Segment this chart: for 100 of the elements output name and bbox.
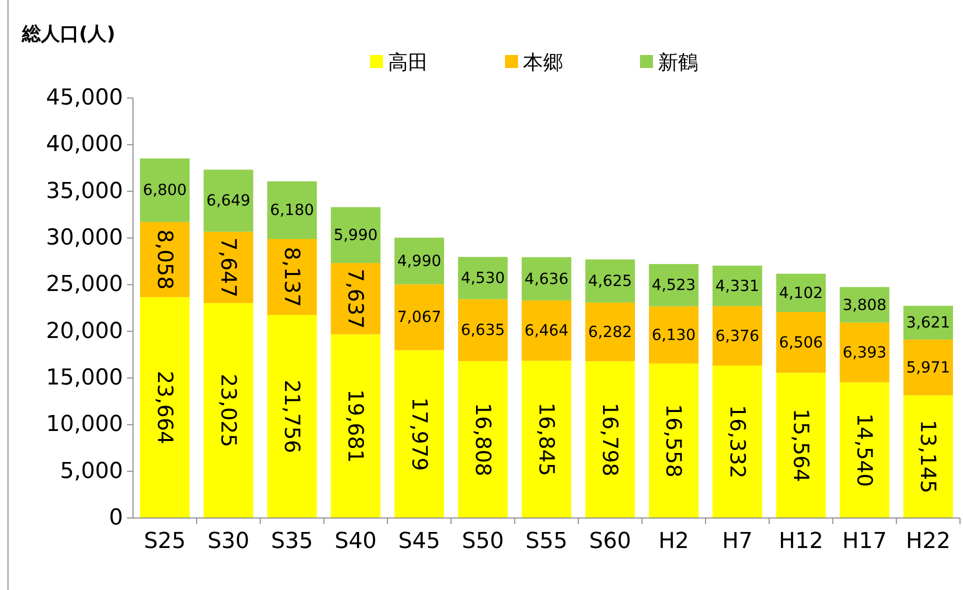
y-tick-label: 35,000 bbox=[46, 178, 123, 204]
bar bbox=[267, 181, 317, 239]
data-label: 23,025 bbox=[216, 374, 240, 448]
y-tick-label: 10,000 bbox=[46, 412, 123, 438]
y-tick-label: 15,000 bbox=[46, 366, 123, 390]
y-tick-label: 5,000 bbox=[60, 458, 123, 484]
legend-label: 本郷 bbox=[523, 50, 563, 74]
data-label: 5,971 bbox=[906, 358, 950, 376]
bar bbox=[585, 302, 635, 362]
y-tick-label: 45,000 bbox=[46, 86, 123, 110]
data-label: 4,331 bbox=[715, 276, 760, 295]
data-label: 6,506 bbox=[778, 333, 823, 352]
data-label: 6,635 bbox=[460, 321, 505, 340]
y-tick-label: 40,000 bbox=[46, 132, 123, 158]
data-label: 4,636 bbox=[524, 270, 568, 288]
bar bbox=[330, 263, 380, 334]
bar bbox=[840, 382, 890, 518]
data-label: 5,990 bbox=[334, 226, 378, 244]
bar bbox=[585, 259, 635, 303]
bar bbox=[648, 363, 699, 518]
y-tick-label: 25,000 bbox=[46, 272, 123, 298]
bar bbox=[522, 257, 572, 300]
bar bbox=[712, 266, 762, 306]
legend-label: 新鶴 bbox=[658, 50, 698, 74]
bar bbox=[330, 334, 380, 518]
data-label: 6,376 bbox=[715, 326, 760, 345]
x-tick-label: S55 bbox=[526, 529, 568, 554]
data-label: 19,681 bbox=[344, 389, 368, 463]
x-tick-label: S40 bbox=[334, 529, 377, 554]
data-label: 16,332 bbox=[725, 405, 750, 479]
data-label: 21,756 bbox=[280, 380, 304, 454]
data-label: 6,464 bbox=[524, 322, 568, 340]
bar bbox=[840, 322, 890, 382]
bar bbox=[776, 312, 826, 373]
bar bbox=[903, 340, 953, 396]
x-tick-label: H17 bbox=[842, 529, 887, 554]
bar bbox=[204, 170, 254, 232]
data-label: 4,530 bbox=[460, 269, 505, 288]
bar bbox=[522, 360, 572, 518]
x-tick-label: S60 bbox=[589, 529, 632, 554]
data-label: 16,558 bbox=[662, 404, 686, 478]
data-label: 23,664 bbox=[152, 370, 177, 444]
data-label: 15,564 bbox=[788, 408, 813, 482]
data-label: 4,102 bbox=[778, 284, 823, 302]
data-label: 6,130 bbox=[652, 326, 696, 344]
data-label: 7,637 bbox=[344, 268, 368, 329]
data-label: 16,798 bbox=[598, 402, 622, 476]
data-label: 3,808 bbox=[842, 296, 887, 314]
bar bbox=[458, 299, 508, 362]
data-label: 7,647 bbox=[216, 237, 240, 298]
bar bbox=[267, 239, 317, 315]
bar bbox=[204, 232, 254, 304]
bar bbox=[140, 158, 190, 222]
bar bbox=[648, 264, 699, 306]
bar bbox=[330, 207, 380, 264]
x-tick-label: H7 bbox=[722, 529, 753, 554]
data-label: 8,058 bbox=[152, 229, 177, 290]
bar bbox=[522, 300, 572, 361]
bar bbox=[267, 314, 317, 518]
bar bbox=[712, 306, 762, 366]
x-tick-label: S35 bbox=[271, 529, 314, 554]
data-label: 13,145 bbox=[916, 420, 940, 494]
data-label: 4,625 bbox=[588, 272, 632, 290]
data-label: 6,282 bbox=[588, 322, 632, 341]
bar bbox=[712, 366, 762, 518]
data-label: 17,979 bbox=[407, 397, 432, 471]
y-tick-label: 30,000 bbox=[46, 226, 123, 250]
x-tick-label: H22 bbox=[906, 529, 950, 554]
bar bbox=[394, 284, 444, 350]
data-label: 4,990 bbox=[397, 252, 442, 270]
data-label: 4,523 bbox=[652, 276, 696, 294]
legend-label: 高田 bbox=[388, 50, 428, 74]
x-tick-label: S30 bbox=[207, 529, 250, 554]
y-tick-label: 0 bbox=[109, 506, 123, 530]
data-label: 7,067 bbox=[397, 308, 442, 326]
data-label: 6,393 bbox=[842, 343, 887, 362]
data-label: 6,800 bbox=[142, 181, 187, 200]
bar bbox=[585, 361, 635, 518]
bar bbox=[776, 274, 826, 312]
bar bbox=[394, 350, 444, 518]
data-label: 8,137 bbox=[280, 246, 304, 308]
bar bbox=[140, 297, 190, 518]
bar bbox=[903, 395, 953, 518]
x-tick-label: S50 bbox=[462, 529, 504, 554]
x-tick-label: H2 bbox=[658, 529, 690, 554]
x-tick-label: S25 bbox=[144, 529, 186, 554]
data-label: 14,540 bbox=[852, 413, 877, 487]
bar bbox=[648, 306, 699, 364]
data-label: 3,621 bbox=[906, 314, 950, 332]
bar bbox=[458, 361, 508, 518]
data-label: 6,180 bbox=[270, 201, 314, 220]
data-label: 16,808 bbox=[470, 402, 495, 476]
x-tick-label: S45 bbox=[398, 529, 440, 554]
bar bbox=[776, 372, 826, 518]
x-tick-label: H12 bbox=[778, 529, 824, 554]
y-tick-label: 20,000 bbox=[46, 318, 123, 344]
y-axis-title: 総人口(人) bbox=[21, 23, 116, 45]
data-label: 16,845 bbox=[534, 402, 558, 476]
bar bbox=[394, 238, 444, 284]
data-label: 6,649 bbox=[206, 192, 250, 210]
